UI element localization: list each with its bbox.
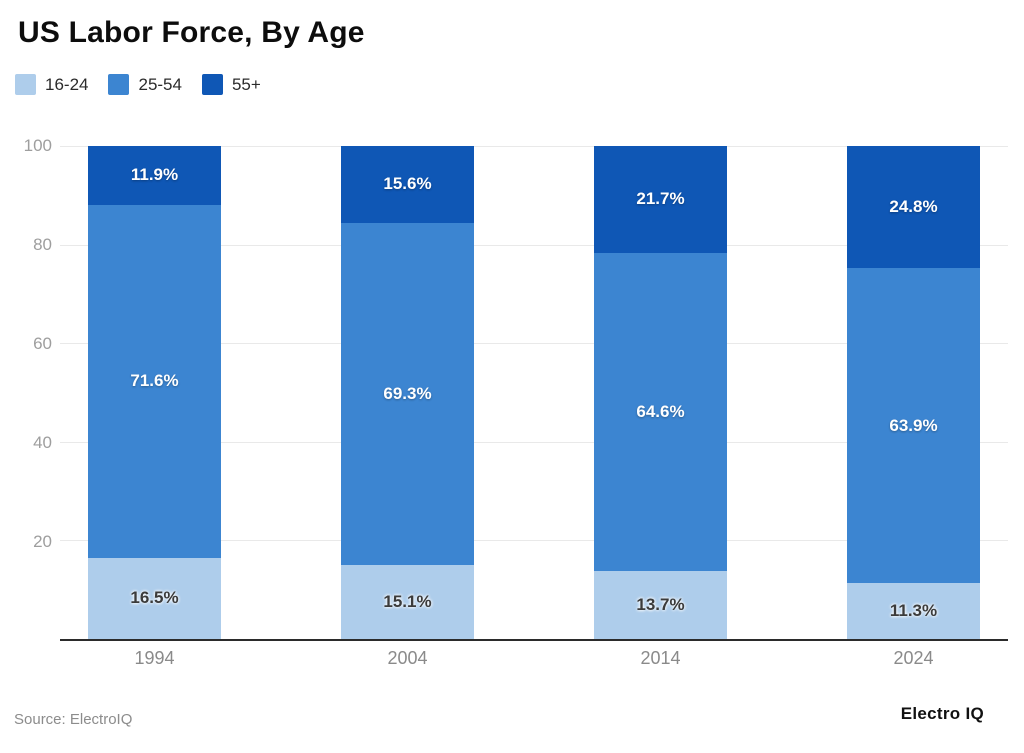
value-label: 64.6%	[636, 402, 685, 422]
legend-item-25-54: 25-54	[108, 74, 182, 95]
y-tick-label-80: 80	[33, 235, 52, 254]
brand-logo: Electro IQ	[900, 704, 984, 723]
y-tick-label-60: 60	[33, 334, 52, 353]
gridline-20	[60, 540, 1008, 542]
bar-segment-2014-55+: 21.7%	[594, 146, 727, 253]
plot-area: 11.9% 71.6% 16.5% 15.6% 69.3% 15.1% 21.7% 64.6%…	[60, 146, 1008, 641]
legend-label: 55+	[231, 74, 261, 94]
value-label: 21.7%	[636, 189, 685, 209]
legend-item-16-24: 16-24	[15, 74, 88, 95]
value-label: 11.9%	[130, 165, 179, 185]
bar-segment-2024-16-24: 11.3%	[847, 583, 980, 639]
source-note: Source: ElectroIQ	[14, 711, 133, 728]
bar-segment-1994-16-24: 16.5%	[88, 557, 221, 639]
gridline-40	[60, 441, 1008, 443]
x-tick-label-1994: 1994	[134, 648, 175, 668]
bar-segment-2014-25-54: 64.6%	[594, 252, 727, 572]
legend-swatch-25-54	[108, 74, 130, 95]
legend-item-55plus: 55+	[201, 74, 261, 95]
x-axis: 1994 2004 2014 2024	[60, 648, 1008, 674]
bar-segment-2024-25-54: 63.9%	[847, 268, 980, 584]
bar-segment-2004-16-24: 15.1%	[341, 564, 474, 639]
bar-segment-1994-25-54: 71.6%	[88, 204, 221, 558]
value-label: 15.1%	[383, 591, 432, 611]
gridline-80	[60, 244, 1008, 246]
bar-group-1994: 11.9% 71.6% 16.5%	[88, 146, 221, 639]
chart-title: US Labor Force, By Age	[18, 16, 365, 49]
value-label: 71.6%	[130, 371, 179, 391]
bar-group-2014: 21.7% 64.6% 13.7%	[594, 146, 727, 639]
legend-label: 25-54	[138, 74, 182, 94]
value-label: 16.5%	[130, 588, 179, 608]
value-label: 63.9%	[889, 415, 938, 435]
value-label: 13.7%	[636, 595, 685, 615]
x-tick-label-2024: 2024	[893, 648, 934, 668]
value-label: 69.3%	[383, 383, 432, 403]
y-tick-label-20: 20	[33, 532, 52, 551]
bar-group-2024: 24.8% 63.9% 11.3%	[847, 146, 980, 639]
bar-segment-1994-55+: 11.9%	[88, 146, 221, 205]
bar-segment-2004-25-54: 69.3%	[341, 222, 474, 565]
legend: 16-24 25-54 55+	[15, 74, 261, 95]
x-tick-label-2014: 2014	[640, 648, 681, 668]
y-tick-label-100: 100	[23, 136, 52, 155]
bar-group-2004: 15.6% 69.3% 15.1%	[341, 146, 474, 639]
bar-segment-2014-16-24: 13.7%	[594, 571, 727, 639]
value-label: 15.6%	[383, 174, 432, 194]
y-tick-label-40: 40	[33, 433, 52, 452]
legend-swatch-16-24	[15, 74, 36, 95]
value-label: 24.8%	[889, 197, 938, 217]
value-label: 11.3%	[889, 601, 938, 621]
bar-segment-2024-55+: 24.8%	[847, 146, 980, 269]
gridline-60	[60, 343, 1008, 345]
legend-label: 16-24	[45, 74, 89, 94]
bar-segment-2004-55+: 15.6%	[341, 146, 474, 223]
legend-swatch-55plus	[201, 74, 223, 95]
x-tick-label-2004: 2004	[387, 648, 428, 668]
gridline-100	[60, 146, 1008, 147]
y-axis: 20 40 60 80 100	[0, 136, 52, 641]
